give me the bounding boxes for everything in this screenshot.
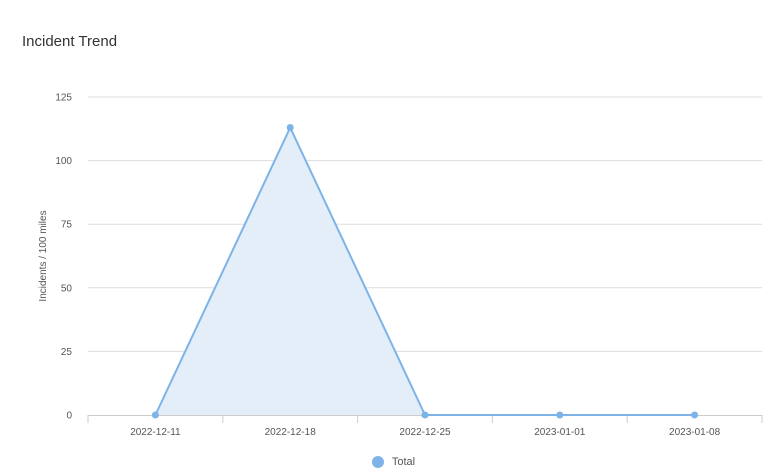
legend-label: Total: [391, 456, 416, 468]
data-point[interactable]: [691, 411, 699, 419]
series-area-total: [155, 127, 695, 415]
y-tick-label: 0: [66, 411, 72, 422]
x-tick-label: 2023-01-01: [534, 427, 586, 438]
x-tick-label: 2022-12-11: [130, 427, 181, 438]
y-tick-labels: 0 25 50 75 100 125: [55, 93, 72, 422]
y-tick-label: 25: [61, 347, 73, 358]
chart-title: Incident Trend: [22, 33, 118, 50]
data-point[interactable]: [556, 411, 564, 419]
y-axis-title: Incidents / 100 miles: [38, 210, 49, 301]
chart-legend: Total: [0, 454, 767, 470]
data-point[interactable]: [286, 124, 294, 132]
legend-item-total[interactable]: Total: [352, 456, 415, 468]
data-point[interactable]: [151, 411, 159, 419]
data-point[interactable]: [421, 411, 429, 419]
y-tick-label: 50: [61, 283, 73, 294]
series-area-layer: [155, 127, 695, 415]
y-tick-label: 125: [55, 93, 72, 104]
x-tick-labels: 2022-12-11 2022-12-18 2022-12-25 2023-01-01…: [130, 427, 720, 438]
series-points-layer[interactable]: [151, 124, 699, 419]
y-tick-label: 75: [61, 220, 73, 231]
legend-marker: [371, 456, 384, 468]
x-tick-label: 2022-12-18: [265, 427, 317, 438]
y-tick-label: 100: [55, 156, 72, 167]
grid-layer: [88, 96, 762, 352]
x-tick-label: 2023-01-08: [669, 427, 721, 438]
x-tick-label: 2022-12-25: [399, 427, 451, 438]
